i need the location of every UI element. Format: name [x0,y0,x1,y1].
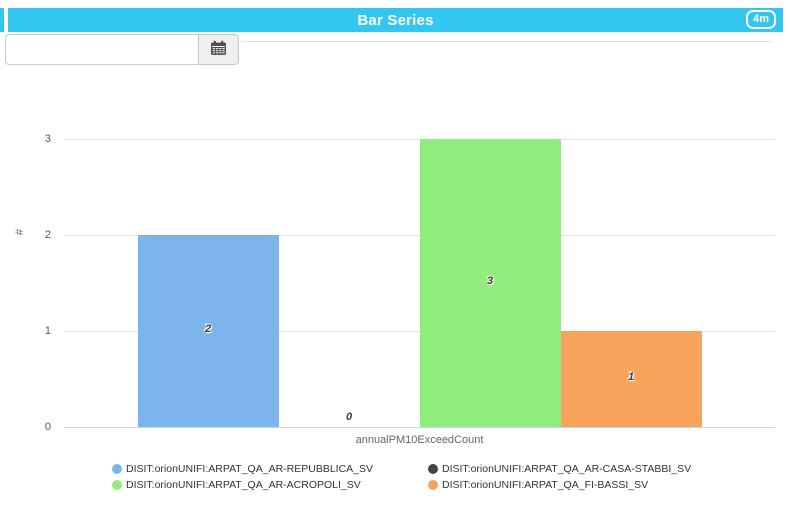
y-axis-title: # [14,228,27,236]
legend-item[interactable]: DISIT:orionUNIFI:ARPAT_QA_AR-ACROPOLI_SV [112,478,428,491]
y-tick-label: 2 [44,229,51,241]
x-axis-label: annualPM10ExceedCount [355,434,484,446]
y-tick-label: 1 [44,325,51,337]
chart-bar[interactable] [560,331,702,427]
bar-value-label: 3 [486,275,494,287]
refresh-interval-badge: 4m [746,10,776,29]
legend-dot [112,463,122,474]
legend-label: DISIT:orionUNIFI:ARPAT_QA_AR-ACROPOLI_SV [126,478,361,491]
chart-bar[interactable] [137,235,279,427]
legend-dot [428,479,438,490]
datetime-picker-group [5,34,239,65]
legend-item[interactable]: DISIT:orionUNIFI:ARPAT_QA_AR-CASA-STABBI… [428,462,691,475]
chart-legend: DISIT:orionUNIFI:ARPAT_QA_AR-REPUBBLICA_… [112,462,691,491]
bar-value-label: 2 [204,323,212,335]
calendar-button[interactable] [198,34,239,65]
y-tick-label: 3 [44,133,51,145]
bar-value-label: 1 [627,371,635,383]
legend-dot [428,463,438,474]
y-tick-label: 0 [44,421,51,433]
chart-bar[interactable] [419,139,561,427]
datetime-input[interactable] [5,34,198,65]
legend-label: DISIT:orionUNIFI:ARPAT_QA_AR-REPUBBLICA_… [126,462,374,475]
legend-item[interactable]: DISIT:orionUNIFI:ARPAT_QA_AR-REPUBBLICA_… [112,462,428,475]
widget-title: Bar Series [357,11,434,29]
widget-header: Bar Series 4m [8,8,783,32]
legend-label: DISIT:orionUNIFI:ARPAT_QA_FI-BASSI_SV [442,478,649,491]
calendar-icon [210,40,227,60]
toolbar-divider [241,41,771,42]
legend-label: DISIT:orionUNIFI:ARPAT_QA_AR-CASA-STABBI… [442,462,692,475]
legend-dot [112,479,122,490]
x-axis-line [64,427,775,428]
widget-accent-strip [0,8,4,32]
legend-item[interactable]: DISIT:orionUNIFI:ARPAT_QA_FI-BASSI_SV [428,478,691,491]
bar-value-label: 0 [345,411,353,423]
